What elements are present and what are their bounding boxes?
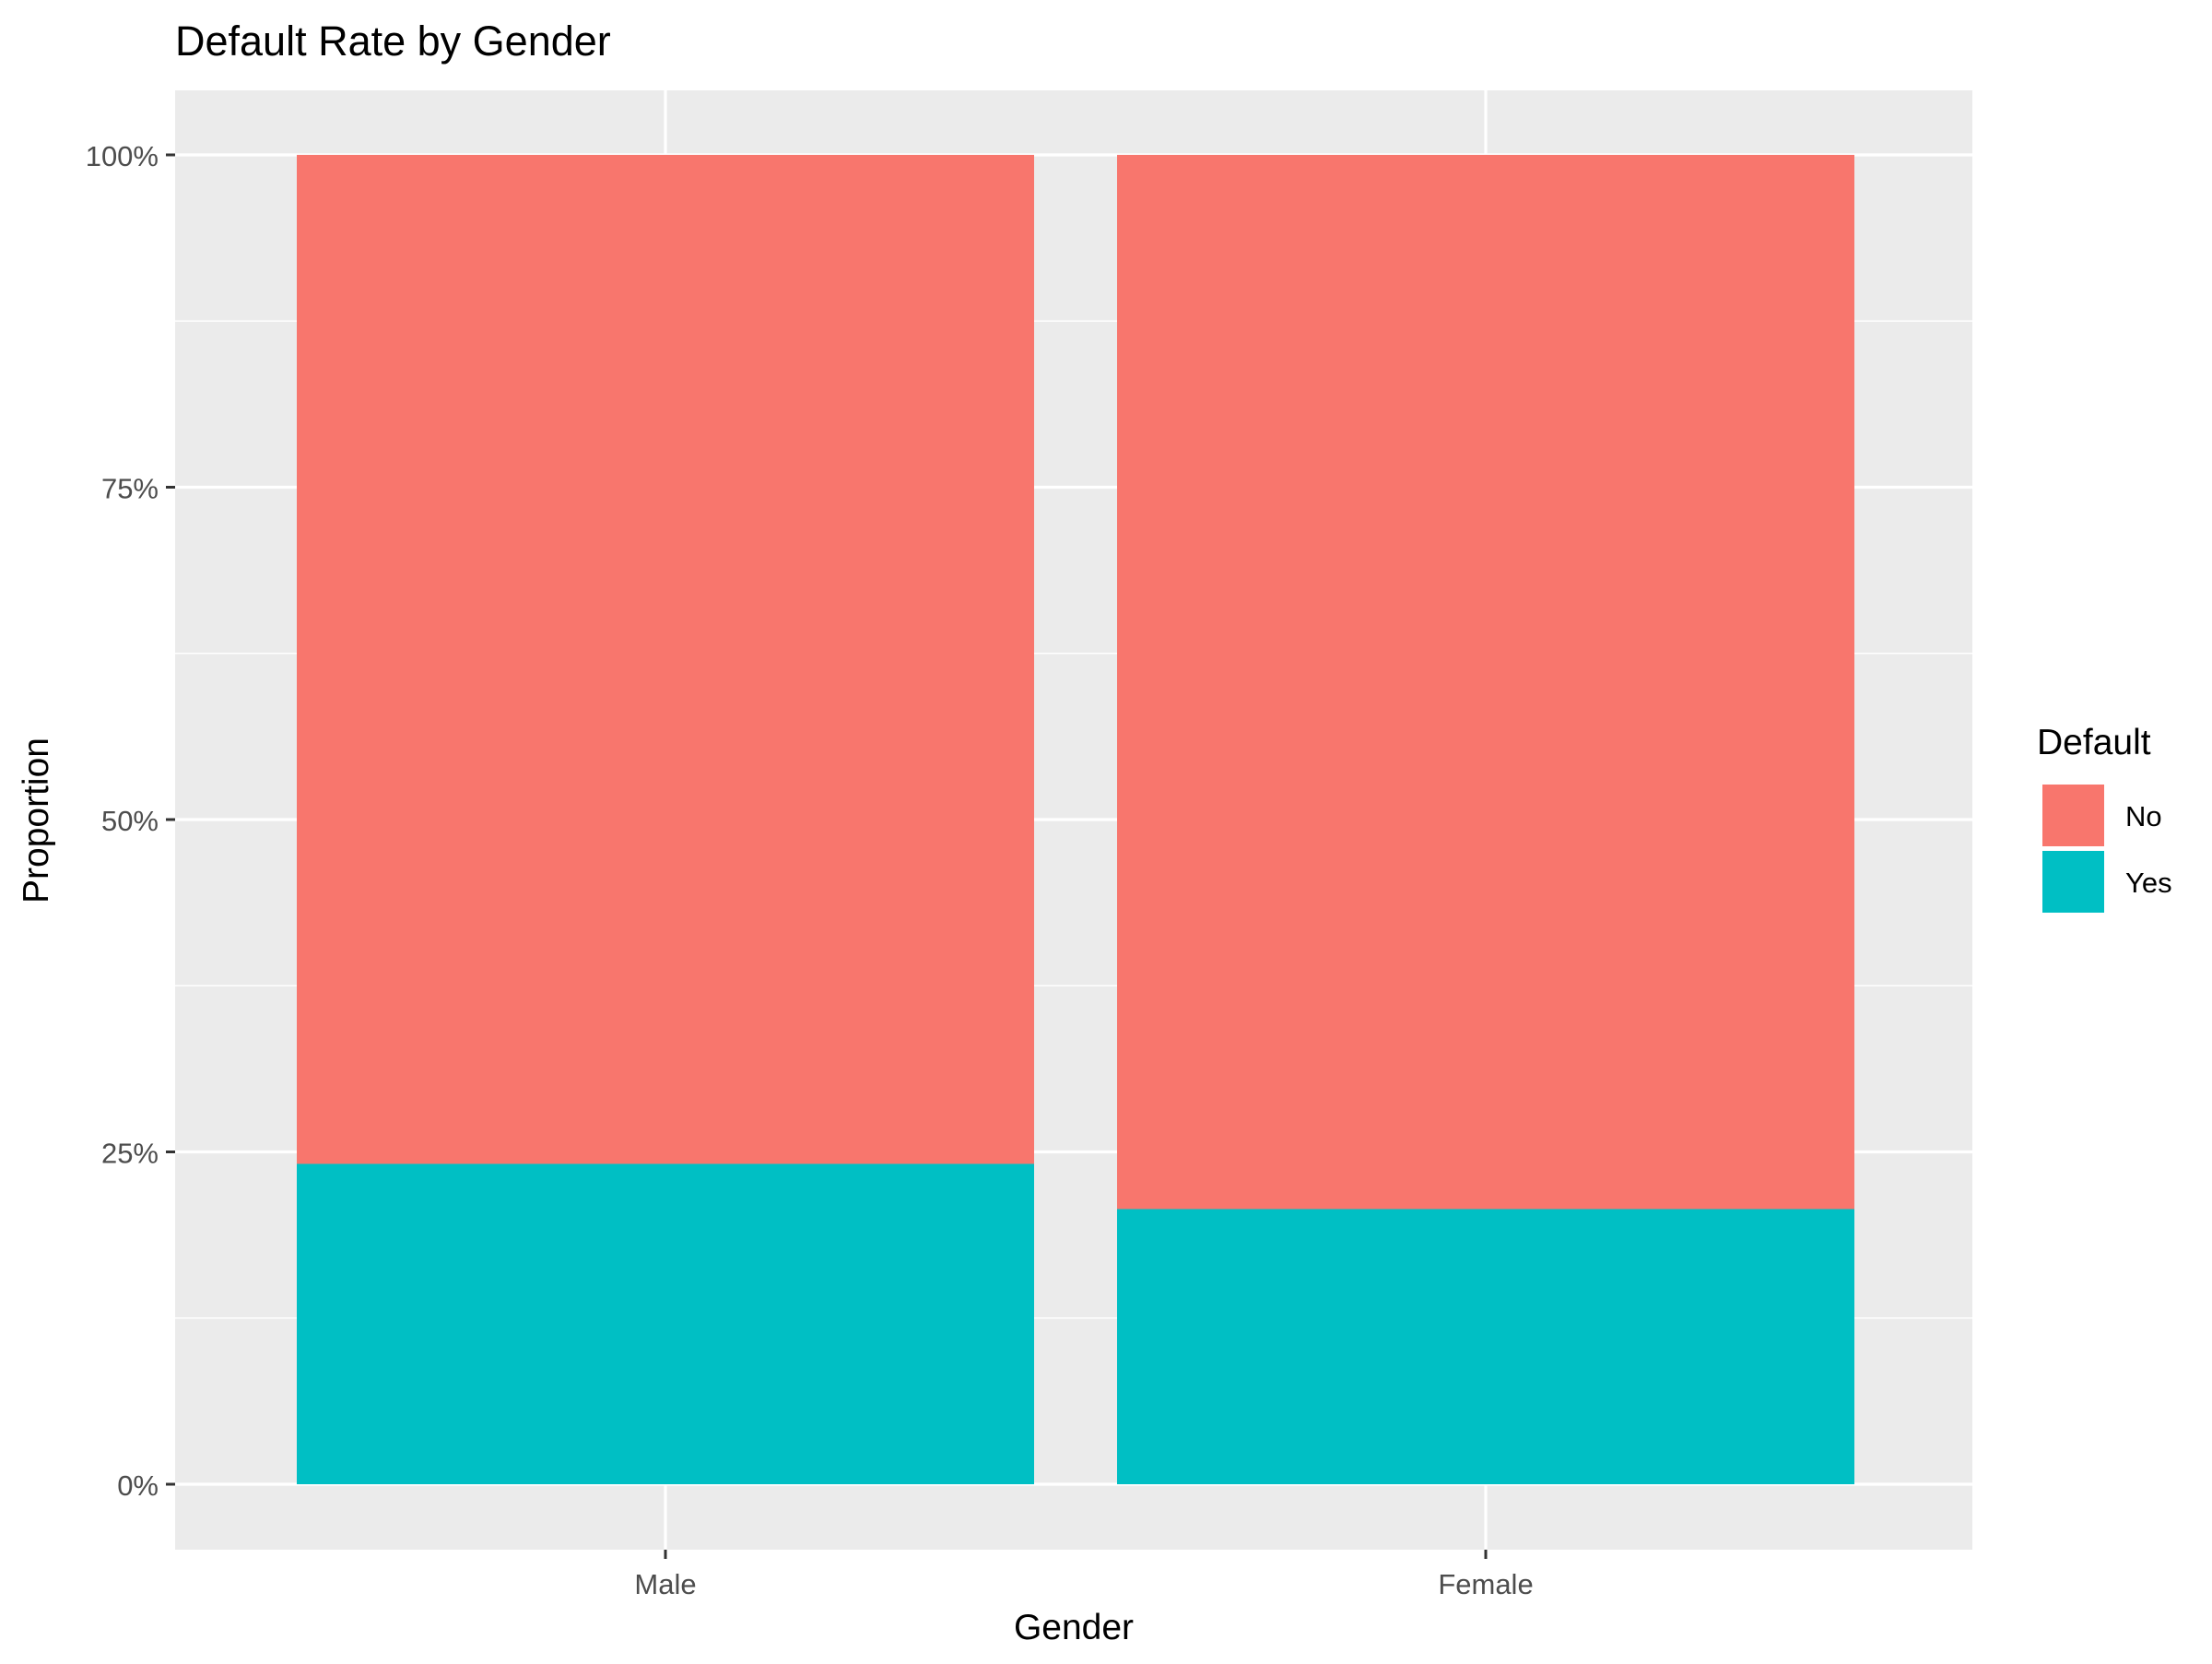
- x-tick-label: Female: [1438, 1568, 1533, 1600]
- y-axis-title: Proportion: [17, 738, 56, 903]
- legend: Default No Yes: [2037, 723, 2172, 915]
- chart-title: Default Rate by Gender: [175, 18, 611, 65]
- bar-male-no: [297, 155, 1034, 1164]
- legend-items: No Yes: [2041, 783, 2172, 915]
- y-tick-label: 25%: [101, 1138, 159, 1170]
- x-axis: Male Female: [634, 1550, 1534, 1600]
- y-tick-label: 75%: [101, 473, 159, 505]
- y-tick-label: 0%: [117, 1469, 159, 1502]
- bar-stacks: [297, 155, 1854, 1484]
- x-axis-title: Gender: [1014, 1608, 1134, 1647]
- y-tick-label: 50%: [101, 805, 159, 837]
- legend-title: Default: [2037, 723, 2151, 762]
- x-tick-label: Male: [634, 1568, 696, 1600]
- y-axis: 0% 25% 50% 75% 100%: [86, 140, 175, 1502]
- y-tick-label: 100%: [86, 140, 159, 172]
- bar-male-yes: [297, 1163, 1034, 1484]
- bar-female-no: [1117, 155, 1854, 1210]
- legend-key-yes: [2041, 849, 2106, 915]
- legend-label-no: No: [2125, 800, 2162, 832]
- legend-label-yes: Yes: [2125, 867, 2172, 899]
- bar-female-yes: [1117, 1209, 1854, 1484]
- legend-key-no: [2041, 783, 2106, 848]
